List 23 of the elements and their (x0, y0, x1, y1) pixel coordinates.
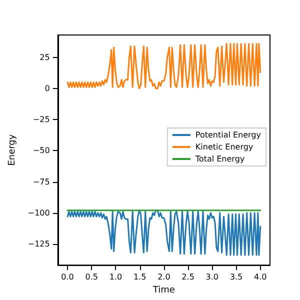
y-tick-label: −50 (32, 146, 50, 156)
x-tick-label: 2.5 (182, 272, 194, 282)
y-tick-label: 0 (44, 84, 50, 93)
legend-label: Total Energy (194, 154, 245, 164)
y-tick-label: −25 (32, 115, 50, 124)
line-series (66, 42, 262, 90)
y-tick-label: 25 (40, 52, 50, 62)
y-tick-label: −75 (32, 177, 50, 186)
x-tick-label: 4.0 (254, 272, 267, 282)
y-axis-title: Energy (8, 134, 18, 166)
x-axis-title: Time (152, 286, 176, 296)
line-series (66, 210, 262, 256)
y-tick-label: −100 (28, 208, 50, 218)
x-tick-label: 3.5 (230, 272, 243, 282)
legend-label: Potential Energy (195, 130, 262, 140)
x-tick-label: 1.0 (109, 272, 122, 282)
x-tick-label: 1.5 (133, 272, 146, 282)
legend-label: Kinetic Energy (195, 142, 254, 152)
x-tick-label: 3.0 (206, 272, 219, 282)
x-tick-label: 0.5 (85, 272, 98, 282)
x-tick-label: 0.0 (61, 272, 74, 282)
x-tick-label: 2.0 (158, 272, 170, 282)
y-tick-label: −125 (28, 239, 50, 248)
